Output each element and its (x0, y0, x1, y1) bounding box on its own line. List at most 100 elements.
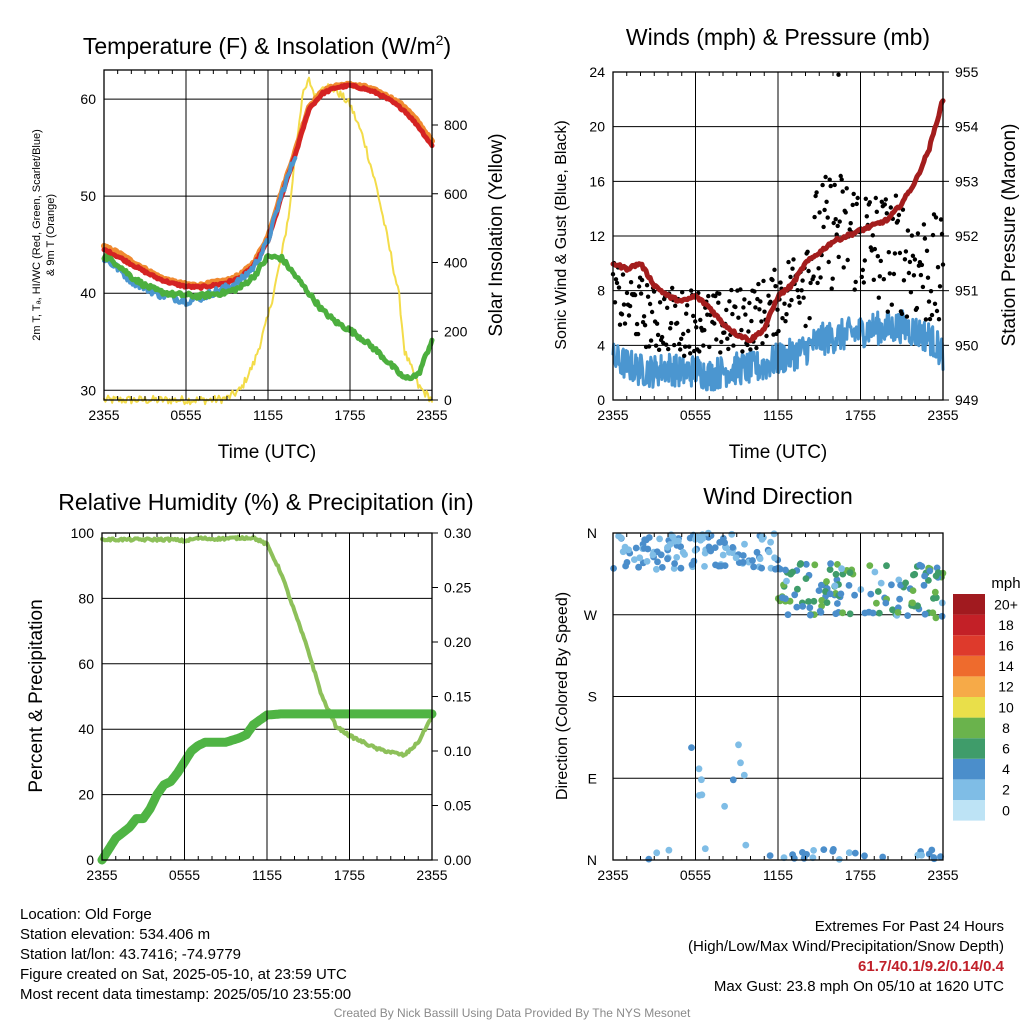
wind-direction-point (869, 609, 877, 617)
dir-ytick-label: W (584, 607, 598, 623)
wind-direction-point (765, 548, 773, 556)
gust-point (648, 338, 654, 343)
gust-point (620, 272, 626, 277)
wind-direction-point (643, 558, 651, 565)
wind-direction-point (732, 554, 740, 562)
temperature-chart-title: Temperature (F) & Insolation (W/m2) (83, 32, 451, 59)
wind-direction-point (711, 544, 719, 551)
wind-direction-point (722, 544, 730, 552)
pressure-ytick-right-label: 954 (955, 119, 979, 135)
wind-direction-point (871, 568, 879, 576)
gust-point (926, 299, 932, 304)
gust-point (878, 258, 883, 264)
gust-point (755, 296, 760, 302)
wind-direction-point (830, 846, 837, 853)
gust-point (686, 328, 691, 334)
extremes-title: Extremes For Past 24 Hours (814, 918, 1004, 935)
wind-direction-point (698, 791, 706, 799)
wind-direction-point (925, 850, 933, 858)
wind-direction-point (910, 571, 917, 579)
gust-point (654, 321, 660, 326)
gust-point (876, 295, 881, 300)
gust-point (881, 277, 886, 282)
colorbar-label: 10 (998, 699, 1014, 715)
rh-xtick-label: 1155 (252, 867, 282, 883)
gust-point (929, 312, 935, 318)
gust-point (706, 293, 711, 299)
max-gust: Max Gust: 23.8 mph On 05/10 at 1620 UTC (713, 978, 1004, 995)
wind-direction-point (895, 576, 903, 584)
gust-point (698, 317, 703, 323)
gust-point (834, 232, 839, 237)
wind-direction-point (649, 551, 657, 559)
gust-point (822, 207, 827, 213)
wind-direction-point (766, 852, 774, 859)
gust-point (925, 275, 931, 280)
gust-point (924, 248, 930, 253)
gust-point (768, 299, 773, 304)
wind-direction-point (851, 591, 858, 599)
wind-direction-point (665, 846, 673, 854)
colorbar-label: 8 (1002, 720, 1010, 736)
gust-point (824, 199, 829, 204)
gust-point (840, 189, 845, 194)
gust-point (634, 321, 640, 327)
gust-point (738, 287, 743, 292)
winds-y-axis-label: Sonic Wind & Gust (Blue, Black) (553, 120, 570, 349)
wind-direction-point (698, 776, 705, 784)
gust-point (617, 322, 623, 327)
gust-point (616, 285, 622, 290)
wind-direction-point (920, 581, 928, 589)
gust-point (920, 284, 926, 290)
wind-direction-point (834, 561, 841, 568)
wind-ytick-label: 8 (597, 283, 605, 299)
gust-point (649, 309, 655, 315)
wind-direction-point (653, 565, 660, 573)
gust-point (680, 290, 685, 295)
gust-point (827, 177, 832, 182)
station-elevation: Station elevation: 534.406 m (20, 926, 211, 943)
wind-direction-points (610, 529, 947, 863)
gust-point (791, 257, 796, 262)
gust-point (814, 190, 819, 195)
wind-direction-point (815, 587, 823, 594)
gust-point (910, 253, 916, 258)
gust-point (893, 193, 899, 198)
gust-point (673, 303, 678, 308)
gust-point (839, 177, 844, 182)
gust-point (837, 219, 842, 224)
gust-point (747, 300, 752, 306)
colorbar-label: 12 (998, 679, 1014, 695)
gust-point (612, 300, 618, 305)
wind-direction-point (810, 597, 818, 605)
gust-point (811, 274, 816, 279)
wind-direction-point (632, 544, 640, 552)
rh-ytick-label: 20 (78, 787, 94, 803)
wind-direction-point (799, 602, 807, 610)
gust-point (918, 272, 924, 278)
wind-direction-y-axis-label: Direction (Colored By Speed) (554, 592, 571, 800)
pressure-ytick-right-label: 951 (955, 283, 979, 299)
wind-direction-point (640, 544, 648, 552)
wind-direction-point (756, 555, 764, 563)
gust-point (825, 215, 830, 220)
wind-direction-point (811, 561, 819, 569)
gust-point (828, 183, 833, 189)
gust-point (807, 316, 812, 321)
gust-point (719, 339, 724, 345)
wind-direction-point (889, 606, 896, 614)
wind-direction-point (631, 556, 638, 563)
gust-point (883, 197, 888, 202)
wind-direction-panel: Wind Direction Direction (Colored By Spe… (554, 483, 959, 883)
wind-direction-point (721, 802, 728, 810)
gust-point (877, 274, 882, 279)
wind-direction-point (784, 611, 792, 619)
wind-ytick-label: 20 (589, 119, 605, 135)
gust-point (622, 321, 628, 326)
wind-direction-point (740, 771, 748, 779)
rh-xtick-label: 1755 (334, 867, 365, 883)
gust-point (689, 288, 694, 293)
colorbar-swatch (953, 738, 985, 759)
temperature-x-axis-label: Time (UTC) (218, 442, 317, 463)
gust-point (826, 259, 831, 265)
